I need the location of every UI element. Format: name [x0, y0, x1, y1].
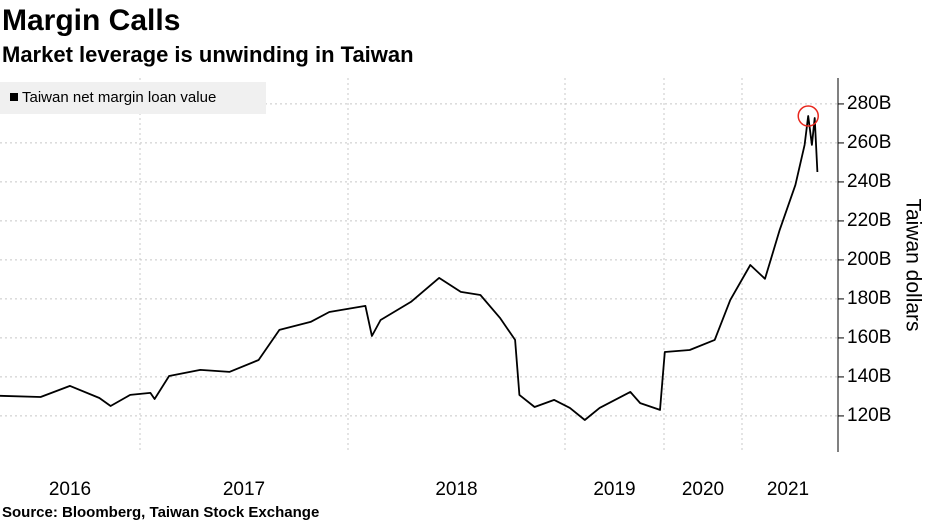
- y-tick-label: 160B: [847, 327, 891, 348]
- y-tick-label: 260B: [847, 132, 891, 153]
- chart-title: Margin Calls: [2, 4, 180, 37]
- legend: Taiwan net margin loan value: [0, 82, 266, 114]
- legend-box: [0, 82, 266, 114]
- x-tick-label: 2020: [682, 479, 724, 500]
- highlight-circle: [797, 105, 819, 127]
- x-tick-label: 2017: [223, 479, 265, 500]
- x-tick-label: 2019: [593, 479, 635, 500]
- source: Source: Bloomberg, Taiwan Stock Exchange: [2, 504, 319, 521]
- legend-swatch: [10, 93, 18, 101]
- line-series: [0, 115, 819, 421]
- y-tick-label: 280B: [847, 93, 891, 114]
- y-tick-label: 140B: [847, 366, 891, 387]
- y-tick-label: 220B: [847, 210, 891, 231]
- x-tick-label: 2021: [767, 479, 809, 500]
- x-tick-label: 2018: [435, 479, 477, 500]
- y-tick-label: 200B: [847, 249, 891, 270]
- y-tick-label: 120B: [847, 405, 891, 426]
- y-tick-label: 180B: [847, 288, 891, 309]
- x-tick-label: 2016: [49, 479, 91, 500]
- chart-subtitle: Market leverage is unwinding in Taiwan: [2, 42, 414, 67]
- y-axis-label: Taiwan dollars: [901, 198, 924, 331]
- legend-label: Taiwan net margin loan value: [22, 89, 216, 106]
- y-tick-label: 240B: [847, 171, 891, 192]
